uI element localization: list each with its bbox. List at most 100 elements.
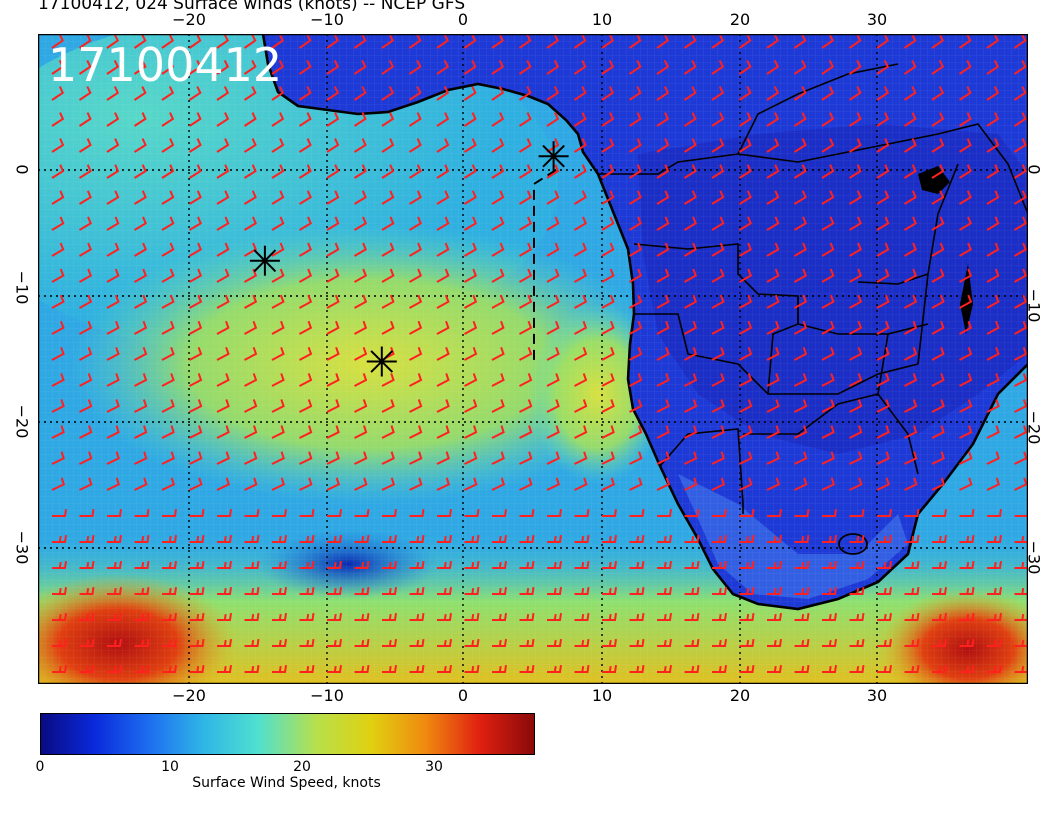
wind-barb (244, 320, 258, 335)
wind-barb (299, 586, 315, 595)
wind-barb (106, 112, 120, 127)
wind-barb (794, 346, 808, 361)
wind-barb (904, 586, 920, 595)
wind-barb (657, 586, 672, 595)
wind-barb (79, 508, 95, 517)
wind-barb (216, 399, 230, 413)
wind-barb (491, 346, 505, 361)
wind-barb (299, 560, 315, 569)
wind-barb (51, 164, 65, 179)
wind-barb (271, 425, 285, 439)
wind-barb (683, 34, 697, 49)
wind-barb (822, 664, 837, 673)
wind-barb (629, 425, 643, 439)
wind-barb (353, 164, 367, 179)
wind-barb (738, 112, 752, 127)
wind-barb (766, 477, 781, 491)
wind-barb (849, 664, 865, 673)
wind-barb (794, 399, 808, 413)
wind-barb (712, 560, 727, 569)
wind-barb (408, 112, 422, 127)
wind-barb (436, 164, 450, 179)
wind-barb (959, 451, 973, 465)
wind-barb (986, 320, 1000, 335)
wind-barb (684, 586, 700, 595)
wind-barb (326, 190, 340, 205)
wind-barb (959, 508, 975, 517)
wind-barb (849, 399, 863, 413)
wind-barb (437, 534, 452, 543)
wind-barb (51, 346, 65, 361)
colorbar-tick: 0 (35, 759, 45, 775)
wind-barb (326, 294, 340, 309)
wind-barb (712, 664, 727, 673)
wind-barb (436, 346, 450, 361)
wind-barb (794, 612, 810, 621)
wind-barb (326, 451, 340, 465)
lat-tick-left: 0 (12, 164, 32, 175)
wind-barb (546, 268, 560, 283)
wind-barb (849, 534, 865, 543)
wind-barb (133, 34, 147, 49)
wind-barb (848, 59, 862, 75)
wind-barb (161, 399, 175, 413)
wind-barb (794, 508, 810, 517)
wind-barb (134, 346, 148, 361)
wind-barb (491, 294, 505, 309)
wind-barb (161, 294, 175, 309)
wind-barb (216, 373, 230, 387)
lat-tick-left: −20 (12, 404, 32, 439)
wind-barb (326, 346, 340, 361)
wind-barb (271, 294, 285, 309)
wind-barb (106, 294, 120, 309)
wind-barbs (51, 34, 1028, 673)
wind-barb (491, 164, 505, 179)
colorbar-label: Surface Wind Speed, knots (192, 775, 381, 791)
wind-barb (739, 373, 753, 387)
wind-barb (931, 112, 945, 127)
wind-barb (738, 190, 752, 205)
wind-barb (216, 164, 230, 179)
wind-barb (767, 586, 782, 595)
wind-barb (546, 138, 560, 153)
wind-barb (464, 268, 478, 283)
wind-barb (876, 164, 890, 179)
wind-barb (464, 508, 480, 517)
wind-barb (298, 86, 312, 101)
wind-barb (546, 59, 560, 75)
wind-barb (299, 638, 315, 647)
wind-barb (959, 586, 975, 595)
wind-barb (877, 612, 892, 621)
lat-tick-left: −30 (12, 530, 32, 565)
wind-barb (629, 399, 643, 413)
wind-barb (876, 346, 890, 361)
wind-barb (739, 320, 753, 335)
wind-barb (106, 86, 120, 101)
wind-barb (436, 86, 450, 101)
wind-barb (602, 586, 617, 595)
wind-barb (299, 508, 315, 517)
wind-barb (821, 112, 835, 127)
wind-barb (354, 373, 368, 387)
wind-barb (628, 59, 642, 75)
wind-barb (408, 242, 422, 257)
wind-barb (409, 534, 425, 543)
wind-barb (272, 560, 287, 569)
wind-barb (298, 190, 312, 205)
wind-barb (656, 294, 670, 309)
wind-barb (381, 242, 395, 257)
wind-barb (904, 560, 920, 569)
wind-barb (51, 451, 65, 465)
wind-barb (1013, 190, 1027, 205)
wind-barb (354, 477, 368, 491)
wind-barb (216, 86, 230, 101)
wind-barb (931, 346, 945, 361)
wind-barb (986, 425, 1000, 439)
wind-barb (601, 190, 615, 205)
wind-barb (547, 664, 562, 673)
wind-barb (79, 612, 95, 621)
wind-barb (986, 373, 1000, 387)
wind-barb (436, 59, 450, 75)
wind-barb (903, 112, 917, 127)
wind-barb (656, 399, 670, 413)
